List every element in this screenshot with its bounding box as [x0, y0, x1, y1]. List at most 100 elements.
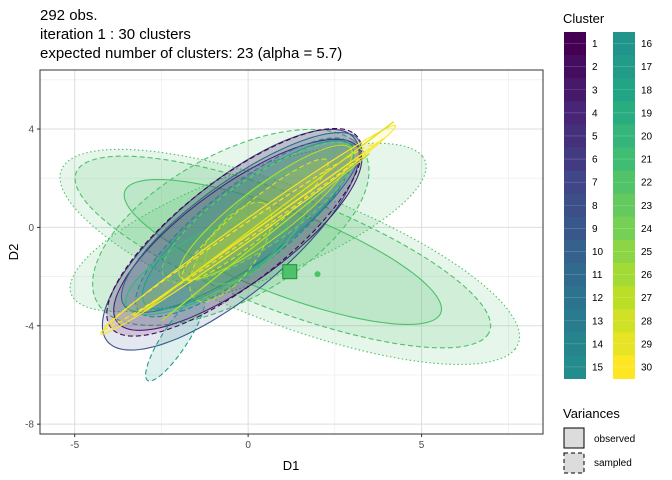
cluster-ellipse-8	[106, 127, 363, 337]
y-axis: -8 -4 0 4	[25, 125, 40, 431]
legend-label-cluster-2: 2	[592, 62, 598, 73]
legend-key-cluster-16	[613, 32, 635, 56]
markers	[282, 264, 321, 280]
legend-label-cluster-19: 19	[641, 108, 653, 119]
legend-key-cluster-1	[564, 32, 586, 56]
legend-key-cluster-5	[564, 124, 586, 148]
legend-label-cluster-7: 7	[592, 178, 598, 189]
cluster-ellipses	[59, 121, 521, 382]
cluster-ellipse-4	[123, 179, 443, 325]
legend-key-cluster-28	[613, 309, 635, 333]
legend-label-cluster-13: 13	[592, 316, 604, 327]
variances-legend: observed sampled	[563, 427, 635, 474]
legend-key-cluster-15	[564, 355, 586, 379]
x-tick-label: -5	[70, 440, 79, 451]
legend-label-cluster-26: 26	[641, 270, 653, 281]
legend-label-cluster-21: 21	[641, 155, 653, 166]
cluster-ellipse-2	[59, 148, 521, 366]
legend-label-cluster-6: 6	[592, 155, 598, 166]
marker-square	[282, 264, 298, 280]
x-axis-title: D1	[283, 458, 300, 473]
legend-key-cluster-23	[613, 193, 635, 218]
legend-label-cluster-22: 22	[641, 178, 653, 189]
legend-label-cluster-29: 29	[641, 339, 653, 350]
legend-label-cluster-12: 12	[592, 293, 604, 304]
legend-key-cluster-9	[564, 216, 586, 241]
legend-label-cluster-5: 5	[592, 131, 598, 142]
legend-key-cluster-24	[613, 216, 635, 241]
legend-label-cluster-11: 11	[592, 270, 603, 281]
legend-label-cluster-17: 17	[641, 62, 653, 73]
cluster-ellipse-12	[145, 294, 206, 382]
legend-label-cluster-14: 14	[592, 339, 604, 350]
cluster-legend: 1234567891011121314151617181920212223242…	[564, 32, 653, 379]
legend-key-cluster-10	[564, 239, 586, 264]
x-axis: -5 0 5	[70, 434, 425, 451]
legend-title: Cluster	[563, 11, 605, 26]
legend-label-cluster-18: 18	[641, 85, 653, 96]
legend-key-cluster-6	[564, 147, 586, 172]
title-line-1: 292 obs.	[40, 7, 98, 24]
cluster-axis-line-2	[143, 121, 395, 312]
legend-key-cluster-22	[613, 170, 635, 195]
legend-label-observed: observed	[594, 434, 635, 445]
legend-key-cluster-18	[613, 78, 635, 102]
cluster-ellipse-3	[74, 155, 492, 349]
legend-key-cluster-26	[613, 263, 635, 287]
title-line-3: expected number of clusters: 23 (alpha =…	[40, 45, 342, 62]
y-tick-label: 4	[28, 125, 34, 136]
x-tick-label: 5	[419, 440, 425, 451]
legend-label-cluster-4: 4	[592, 108, 598, 119]
legend-key-cluster-30	[613, 355, 635, 379]
legend-key-cluster-12	[564, 286, 586, 310]
legend-label-sampled: sampled	[594, 458, 632, 469]
legend-key-cluster-21	[613, 147, 635, 172]
legend-label-cluster-8: 8	[592, 201, 598, 212]
y-tick-label: -8	[25, 420, 34, 431]
marker-dot	[314, 271, 321, 278]
variances-legend-title: Variances	[563, 406, 620, 421]
legend-key-cluster-11	[564, 263, 586, 287]
legend-label-cluster-23: 23	[641, 201, 653, 212]
legend-label-cluster-28: 28	[641, 316, 653, 327]
legend-key-cluster-14	[564, 332, 586, 356]
legend-label-cluster-30: 30	[641, 362, 653, 373]
legend-label-cluster-9: 9	[592, 224, 598, 235]
y-tick-label: -4	[25, 321, 34, 332]
legend-label-cluster-3: 3	[592, 85, 598, 96]
cluster-ellipse-1	[69, 142, 427, 313]
legend-key-cluster-20	[613, 124, 635, 148]
cluster-ellipse-19	[100, 124, 397, 335]
x-tick-label: 0	[245, 440, 251, 451]
legend-label-cluster-15: 15	[592, 362, 604, 373]
legend-label-cluster-24: 24	[641, 224, 653, 235]
panel-border	[39, 69, 544, 435]
cluster-ellipse-5	[92, 128, 370, 326]
legend-key-observed	[563, 427, 585, 449]
y-axis-title: D2	[6, 244, 21, 261]
legend-key-cluster-27	[613, 286, 635, 310]
legend-label-cluster-20: 20	[641, 131, 653, 142]
y-tick-label: 0	[28, 223, 34, 234]
title-line-2: iteration 1 : 30 clusters	[40, 26, 191, 43]
legend-label-cluster-16: 16	[641, 39, 653, 50]
legend-key-cluster-25	[613, 239, 635, 264]
legend-key-cluster-3	[564, 78, 586, 102]
legend-key-cluster-4	[564, 101, 586, 125]
legend-label-cluster-1: 1	[592, 39, 598, 50]
legend-label-cluster-10: 10	[592, 247, 604, 258]
legend-key-sampled	[563, 452, 585, 474]
cluster-ellipse-20	[102, 144, 374, 331]
cluster-axis-line-1	[133, 138, 384, 317]
cluster-axis-line-3	[160, 153, 370, 322]
legend-key-cluster-19	[613, 101, 635, 125]
cluster-ellipse-15	[203, 170, 314, 285]
legend-label-cluster-25: 25	[641, 247, 653, 258]
legend-key-cluster-13	[564, 309, 586, 333]
legend-key-cluster-7	[564, 170, 586, 195]
legend-key-cluster-29	[613, 332, 635, 356]
legend-label-cluster-27: 27	[641, 293, 653, 304]
legend-key-cluster-17	[613, 55, 635, 79]
legend-key-cluster-8	[564, 193, 586, 218]
